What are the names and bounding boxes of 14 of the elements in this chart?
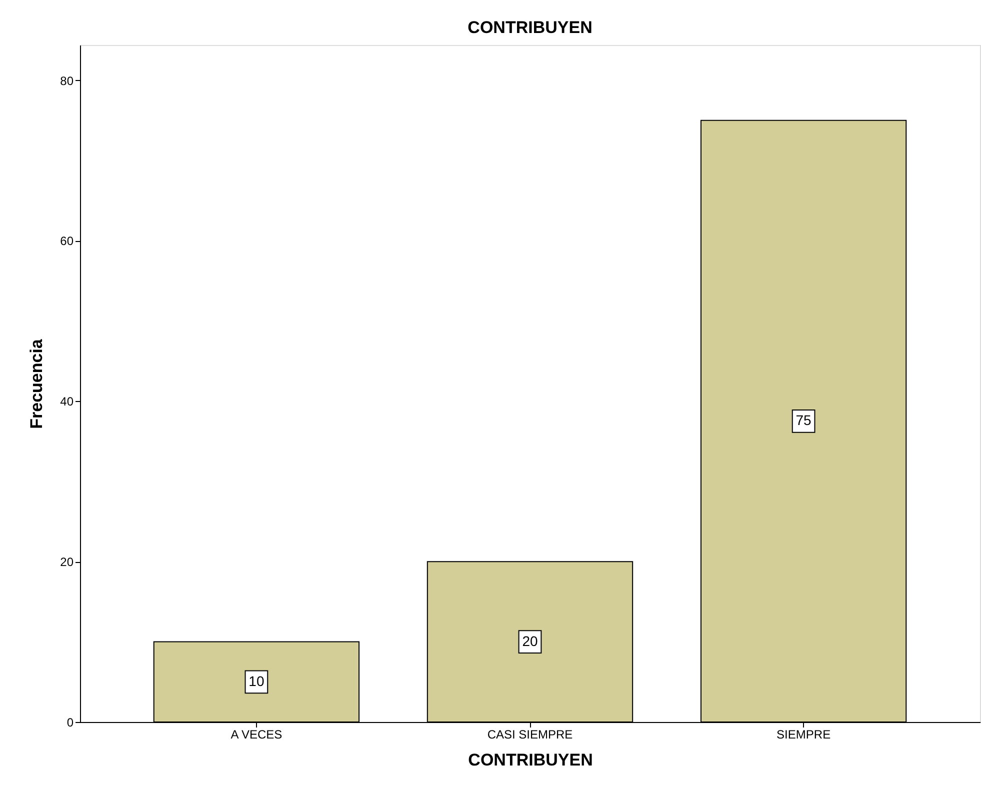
y-tick-label: 0 <box>66 716 74 730</box>
x-axis-title: CONTRIBUYEN <box>468 750 593 770</box>
x-tick-label: SIEMPRE <box>776 728 831 742</box>
data-label: 10 <box>248 672 264 689</box>
x-tick-label: A VECES <box>230 728 282 742</box>
chart-title: CONTRIBUYEN <box>468 18 592 37</box>
data-label: 75 <box>796 412 812 428</box>
data-label: 20 <box>522 632 538 649</box>
y-tick-label: 60 <box>60 234 74 248</box>
y-tick-label: 20 <box>60 555 74 570</box>
y-tick-label: 80 <box>60 74 74 88</box>
x-tick-label: CASI SIEMPRE <box>487 728 573 742</box>
y-axis-title: Frecuencia <box>27 338 46 429</box>
y-tick-label: 40 <box>60 394 74 409</box>
